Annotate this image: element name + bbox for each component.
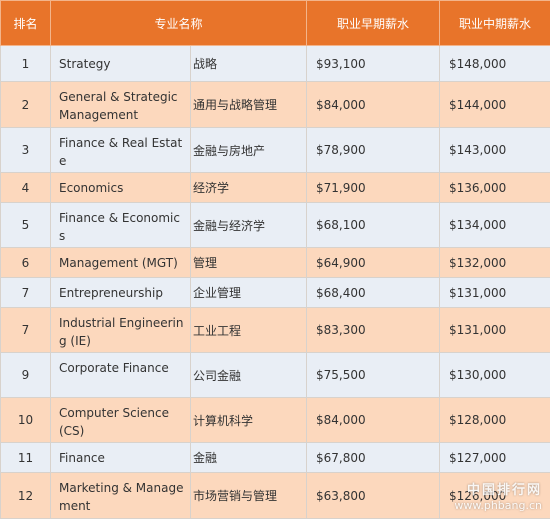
major-en-cell: Strategy [51,46,191,82]
table-row: 5 Finance & Economics 金融与经济学 $68,100 $13… [1,203,550,248]
rank-cell: 10 [1,398,51,443]
major-cn-cell: 企业管理 [191,278,307,308]
rank-cell: 12 [1,473,51,519]
major-en-cell: Entrepreneurship [51,278,191,308]
mid-salary-cell: $134,000 [440,203,550,248]
header-major: 专业名称 [51,1,307,46]
mid-salary-cell: $128,000 [440,398,550,443]
mid-salary-cell: $131,000 [440,308,550,353]
table-row: 7 Industrial Engineering (IE) 工业工程 $83,3… [1,308,550,353]
header-early-salary: 职业早期薪水 [307,1,440,46]
major-cn-cell: 金融与经济学 [191,203,307,248]
table-row: 10 Computer Science (CS) 计算机科学 $84,000 $… [1,398,550,443]
major-en-cell: Marketing & Management [51,473,191,519]
early-salary-cell: $84,000 [307,398,440,443]
watermark-url: www.phbang.cn [454,498,542,513]
major-cn-cell: 市场营销与管理 [191,473,307,519]
early-salary-cell: $71,900 [307,173,440,203]
table-body: 1 Strategy 战略 $93,100 $148,000 2 General… [1,46,550,519]
table-row: 4 Economics 经济学 $71,900 $136,000 [1,173,550,203]
rank-cell: 2 [1,82,51,128]
major-cn-cell: 工业工程 [191,308,307,353]
rank-cell: 7 [1,308,51,353]
major-cn-cell: 战略 [191,46,307,82]
table-header: 排名 专业名称 职业早期薪水 职业中期薪水 [1,1,550,46]
header-rank: 排名 [1,1,51,46]
header-row: 排名 专业名称 职业早期薪水 职业中期薪水 [1,1,550,46]
mid-salary-cell: $148,000 [440,46,550,82]
rank-cell: 3 [1,128,51,173]
table-row: 3 Finance & Real Estate 金融与房地产 $78,900 $… [1,128,550,173]
major-en-cell: Management (MGT) [51,248,191,278]
early-salary-cell: $93,100 [307,46,440,82]
mid-salary-cell: $130,000 [440,353,550,398]
rank-cell: 9 [1,353,51,398]
table-row: 6 Management (MGT) 管理 $64,900 $132,000 [1,248,550,278]
major-en-cell: Economics [51,173,191,203]
early-salary-cell: $67,800 [307,443,440,473]
rank-cell: 11 [1,443,51,473]
mid-salary-cell: $136,000 [440,173,550,203]
early-salary-cell: $83,300 [307,308,440,353]
early-salary-cell: $68,100 [307,203,440,248]
table-row: 9 Corporate Finance 公司金融 $75,500 $130,00… [1,353,550,398]
major-en-cell: Finance [51,443,191,473]
site-watermark: 中国排行网 www.phbang.cn [454,483,542,513]
major-en-cell: Computer Science (CS) [51,398,191,443]
mid-salary-cell: $144,000 [440,82,550,128]
mid-salary-cell: $127,000 [440,443,550,473]
header-mid-salary: 职业中期薪水 [440,1,550,46]
table-row: 1 Strategy 战略 $93,100 $148,000 [1,46,550,82]
watermark-cn: 中国排行网 [454,483,542,498]
early-salary-cell: $63,800 [307,473,440,519]
early-salary-cell: $68,400 [307,278,440,308]
major-cn-cell: 计算机科学 [191,398,307,443]
table-row: 2 General & Strategic Management 通用与战略管理… [1,82,550,128]
major-en-cell: Corporate Finance [51,353,191,398]
rank-cell: 1 [1,46,51,82]
early-salary-cell: $84,000 [307,82,440,128]
rank-cell: 4 [1,173,51,203]
major-cn-cell: 管理 [191,248,307,278]
rank-cell: 5 [1,203,51,248]
table-row: 7 Entrepreneurship 企业管理 $68,400 $131,000 [1,278,550,308]
rank-cell: 6 [1,248,51,278]
major-cn-cell: 通用与战略管理 [191,82,307,128]
major-cn-cell: 金融 [191,443,307,473]
major-en-cell: Industrial Engineering (IE) [51,308,191,353]
early-salary-cell: $75,500 [307,353,440,398]
major-cn-cell: 经济学 [191,173,307,203]
major-cn-cell: 公司金融 [191,353,307,398]
mid-salary-cell: $132,000 [440,248,550,278]
major-en-cell: General & Strategic Management [51,82,191,128]
mid-salary-cell: $143,000 [440,128,550,173]
table-row: 11 Finance 金融 $67,800 $127,000 [1,443,550,473]
rank-cell: 7 [1,278,51,308]
early-salary-cell: $64,900 [307,248,440,278]
major-cn-cell: 金融与房地产 [191,128,307,173]
early-salary-cell: $78,900 [307,128,440,173]
major-en-cell: Finance & Real Estate [51,128,191,173]
mid-salary-cell: $131,000 [440,278,550,308]
major-en-cell: Finance & Economics [51,203,191,248]
